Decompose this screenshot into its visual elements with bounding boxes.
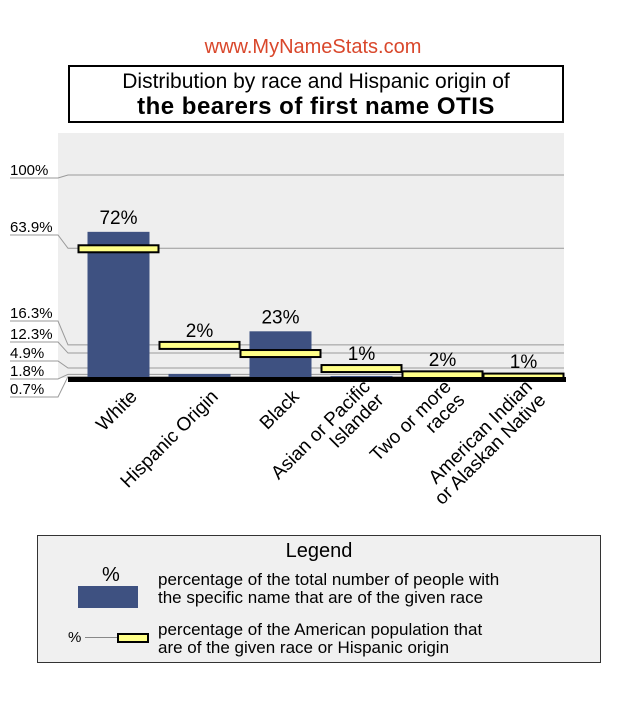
y-tick-line xyxy=(10,373,564,380)
bar-value-label: 2% xyxy=(429,350,457,371)
legend-bar-percent-symbol: % xyxy=(102,564,120,586)
bar xyxy=(168,373,231,378)
y-tick-line xyxy=(10,320,564,346)
y-tick-label: 100% xyxy=(10,162,48,179)
x-category-label-line: Black xyxy=(256,386,304,434)
y-tick-label: 16.3% xyxy=(10,305,53,322)
legend-bar-text-line2: the specific name that are of the given … xyxy=(158,588,484,607)
population-marker xyxy=(158,340,241,350)
legend-marker-swatch xyxy=(117,633,149,643)
y-tick-label: 63.9% xyxy=(10,219,53,236)
y-tick-line xyxy=(10,360,564,369)
legend-bar-swatch xyxy=(78,586,138,608)
y-tick-label: 4.9% xyxy=(10,345,44,362)
y-tick-line xyxy=(10,234,564,249)
bar xyxy=(87,231,150,378)
chart-title-line2: the bearers of first name OTIS xyxy=(137,93,495,120)
x-category-label: Black xyxy=(256,386,304,434)
population-marker xyxy=(320,364,403,374)
population-marker xyxy=(77,244,160,254)
legend: Legend % percentage of the total number … xyxy=(37,535,601,663)
bar-value-label: 72% xyxy=(99,208,137,229)
legend-marker-leader-line xyxy=(85,637,117,638)
site-url: www.MyNameStats.com xyxy=(204,36,422,58)
y-tick-label: 1.8% xyxy=(10,363,44,380)
chart-title-line1: Distribution by race and Hispanic origin… xyxy=(122,70,510,93)
bar-value-label: 2% xyxy=(186,321,214,342)
legend-marker-text-line2: are of the given race or Hispanic origin xyxy=(158,638,450,657)
y-tick-line xyxy=(10,174,564,179)
y-tick-line xyxy=(10,376,564,398)
x-category-label: White xyxy=(92,386,141,435)
bar-value-label: 1% xyxy=(510,352,538,373)
y-tick-label: 12.3% xyxy=(10,326,53,343)
bar-value-label: 23% xyxy=(261,307,299,328)
x-axis-baseline xyxy=(68,377,566,382)
y-tick-label: 0.7% xyxy=(10,381,44,398)
legend-bar-description: percentage of the total number of people… xyxy=(158,571,598,607)
bar-chart: 100% 63.9% 16.3% 12.3% 4.9%1.8%0.7% 72% 2% 23% 1… xyxy=(10,133,566,509)
legend-marker-description: percentage of the American population th… xyxy=(158,621,598,657)
x-category-label-line: White xyxy=(92,386,141,435)
legend-title: Legend xyxy=(285,540,353,562)
legend-bar-text-line1: percentage of the total number of people… xyxy=(158,570,500,589)
legend-marker-percent-symbol: % xyxy=(68,629,82,646)
bar-value-label: 1% xyxy=(348,344,376,365)
chart-title-box: Distribution by race and Hispanic origin… xyxy=(68,65,564,123)
population-marker xyxy=(239,349,322,359)
legend-marker-text-line1: percentage of the American population th… xyxy=(158,620,483,639)
bar xyxy=(330,375,393,378)
